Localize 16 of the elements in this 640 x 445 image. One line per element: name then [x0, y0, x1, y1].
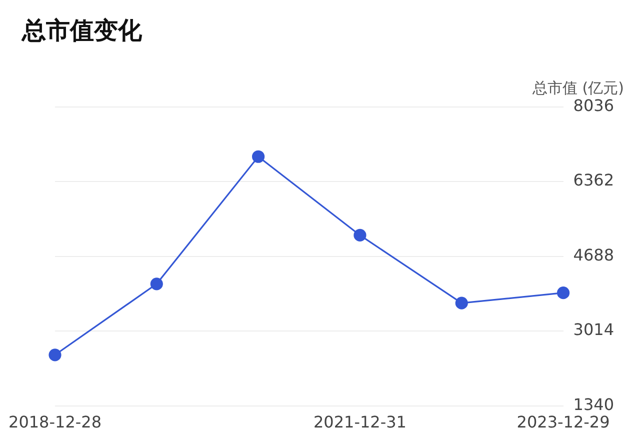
x-tick-label: 2023-12-29	[516, 412, 610, 432]
chart-title: 总市值变化	[21, 16, 143, 45]
y-tick-label: 4688	[573, 245, 614, 264]
point	[354, 228, 366, 242]
x-tick-label: 2018-12-28	[8, 412, 102, 432]
y-axis-title: 总市值 (亿元)	[532, 79, 624, 98]
point	[252, 150, 265, 163]
y-tick-label: 8036	[573, 96, 614, 115]
point	[556, 286, 570, 300]
x-tick-label: 2021-12-31	[313, 412, 406, 432]
y-tick-label: 6362	[573, 170, 614, 190]
point	[455, 296, 468, 310]
y-tick-label: 1340	[573, 394, 614, 414]
point	[150, 278, 163, 290]
y-tick-label: 3014	[573, 320, 614, 340]
point	[48, 348, 62, 362]
